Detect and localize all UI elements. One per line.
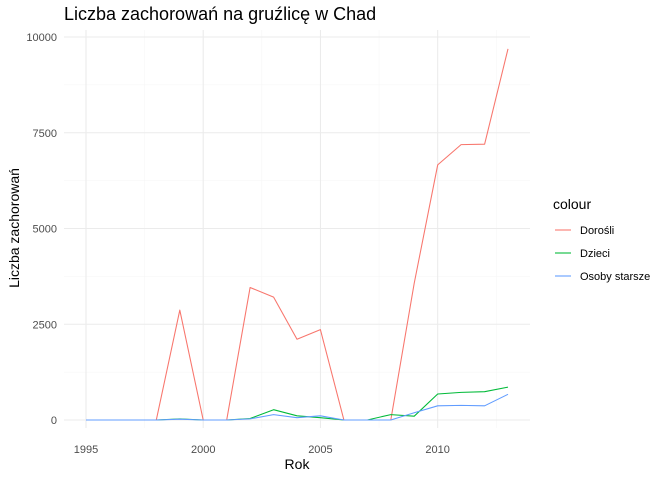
x-axis-ticks: 1995 2000 2005 2010	[74, 444, 450, 456]
legend-items: Dorośli Dzieci Osoby starsze	[555, 225, 650, 283]
y-tick-label: 0	[51, 415, 57, 427]
series-line	[86, 393, 509, 421]
y-axis-ticks: 0 2500 5000 7500 10000	[26, 32, 57, 427]
y-tick-label: 5000	[33, 224, 57, 236]
legend-label: Dorośli	[580, 225, 614, 237]
legend: colour Dorośli Dzieci Osoby starsze	[553, 196, 650, 283]
y-axis-title: Liczba zachorowań	[6, 168, 22, 288]
x-axis-title: Rok	[285, 456, 311, 472]
chart-title: Liczba zachorowań na gruźlicę w Chad	[64, 4, 376, 24]
y-tick-label: 7500	[33, 128, 57, 140]
plot-panel: 1995 2000 2005 2010 0 2500 5000 7500 10000	[26, 30, 530, 456]
x-tick-label: 2010	[425, 444, 449, 456]
x-tick-label: 2000	[191, 444, 215, 456]
x-tick-label: 1995	[74, 444, 98, 456]
legend-label: Osoby starsze	[580, 271, 650, 283]
series-line	[86, 48, 509, 421]
legend-label: Dzieci	[580, 248, 610, 260]
gridlines	[64, 30, 530, 428]
series-line	[86, 386, 509, 421]
legend-title: colour	[553, 196, 591, 212]
series-lines	[86, 48, 509, 421]
x-tick-label: 2005	[308, 444, 332, 456]
y-tick-label: 10000	[26, 32, 57, 44]
y-tick-label: 2500	[33, 319, 57, 331]
